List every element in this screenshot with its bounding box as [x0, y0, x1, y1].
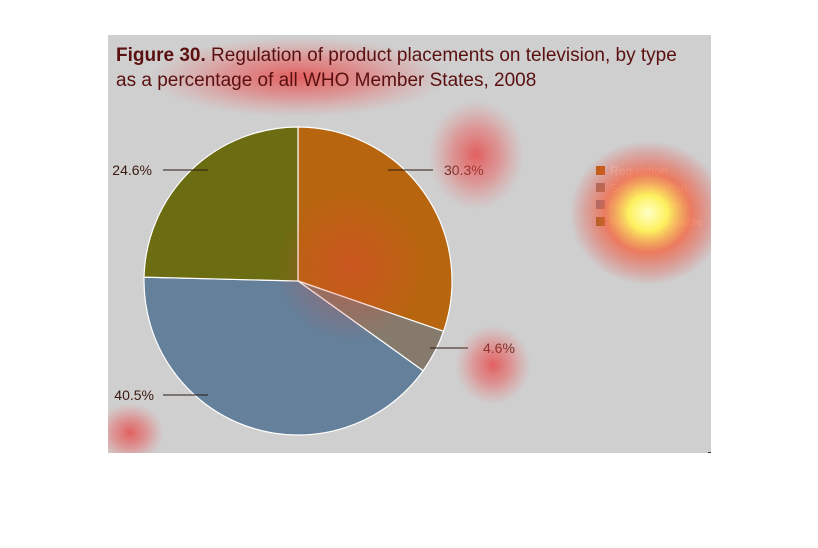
- corner-tick: [708, 452, 711, 453]
- legend-label: No data available: [610, 215, 703, 229]
- legend-label: Regulation: [610, 164, 667, 178]
- slice-value-label: 40.5%: [114, 387, 154, 403]
- pie-slice-no-regulation: [143, 276, 424, 436]
- legend: Regulation Self-regulation No regulation No…: [596, 164, 703, 229]
- pie-slices: [143, 126, 453, 436]
- slice-value-label: 24.6%: [112, 162, 152, 178]
- legend-swatch: [596, 166, 605, 175]
- slice-value-label: 4.6%: [483, 340, 515, 356]
- legend-swatch: [596, 200, 605, 209]
- title-line-2: as a percentage of all WHO Member States…: [116, 70, 537, 91]
- pie-slice-no-data-available: [143, 126, 299, 282]
- chart-figure: 30.3% 4.6% 40.5% 24.6% Regulation Self-regul…: [108, 35, 711, 453]
- legend-label: Self-regulation: [610, 181, 687, 195]
- legend-label: No regulation: [610, 198, 681, 212]
- chart-title: Figure 30. Regulation of product placeme…: [116, 43, 677, 93]
- legend-swatch: [596, 217, 605, 226]
- slice-value-label: 30.3%: [444, 162, 484, 178]
- legend-swatch: [596, 183, 605, 192]
- title-line-1: Regulation of product placements on tele…: [205, 45, 677, 66]
- pie-chart: 30.3% 4.6% 40.5% 24.6% Regulation Self-regul…: [108, 37, 711, 453]
- figure-number: Figure 30.: [116, 45, 206, 66]
